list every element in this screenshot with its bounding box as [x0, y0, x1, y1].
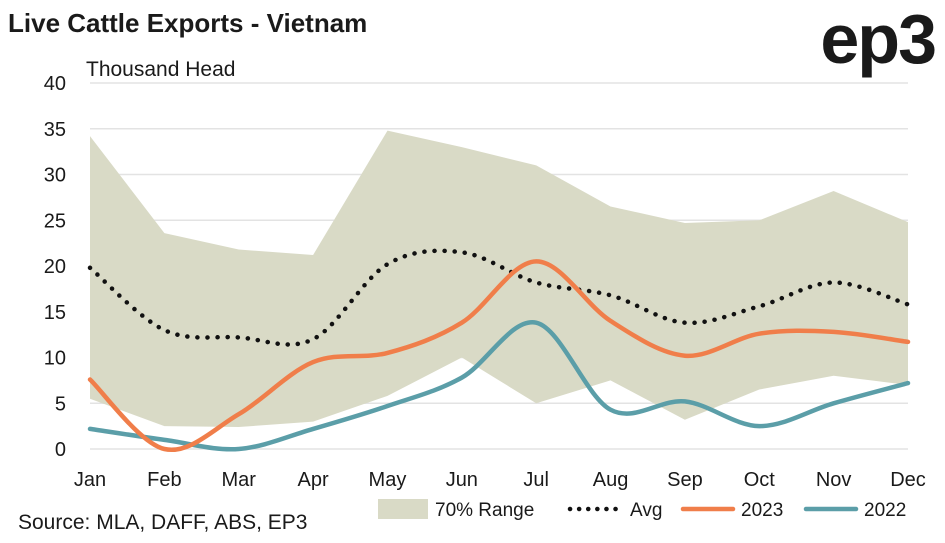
avg-line — [87, 248, 911, 347]
x-tick-label: Feb — [147, 469, 181, 491]
x-tick-label: Mar — [222, 469, 257, 491]
source-note: Source: MLA, DAFF, ABS, EP3 — [18, 511, 308, 534]
legend-2023-label: 2023 — [741, 500, 783, 521]
series-layer — [87, 248, 911, 453]
y-tick-label: 0 — [55, 439, 66, 461]
legend-range-swatch — [378, 499, 428, 519]
y-axis-label: Thousand Head — [86, 58, 235, 81]
x-tick-label: Dec — [890, 469, 926, 491]
y-axis-ticks: 0 5 10 15 20 25 30 35 40 — [44, 73, 66, 461]
x-tick-label: May — [369, 469, 407, 491]
chart-title: Live Cattle Exports - Vietnam — [8, 8, 368, 38]
x-tick-label: Apr — [298, 469, 329, 491]
x-tick-label: Aug — [593, 469, 629, 491]
x-tick-label: Jan — [74, 469, 106, 491]
x-tick-label: Nov — [816, 469, 852, 491]
x-axis-ticks: Jan Feb Mar Apr May Jun Jul Aug Sep Oct Nov Dec — [74, 469, 926, 491]
y-tick-label: 30 — [44, 165, 66, 187]
y-tick-label: 20 — [44, 256, 66, 278]
x-tick-label: Sep — [667, 469, 703, 491]
legend-range-label: 70% Range — [435, 500, 534, 521]
legend: 70% Range Avg 2023 2022 — [378, 499, 906, 521]
y-tick-label: 25 — [44, 210, 66, 232]
y-tick-label: 10 — [44, 348, 66, 370]
y-tick-label: 5 — [55, 393, 66, 415]
y-tick-label: 35 — [44, 119, 66, 141]
x-tick-label: Oct — [744, 469, 776, 491]
ep3-logo: ep3 — [820, 0, 937, 78]
legend-2022-label: 2022 — [864, 500, 906, 521]
series-2023-line — [87, 259, 911, 453]
y-tick-label: 15 — [44, 302, 66, 324]
y-tick-label: 40 — [44, 73, 66, 95]
series-2022-line — [87, 320, 911, 452]
legend-avg-label: Avg — [630, 500, 662, 521]
x-tick-label: Jun — [446, 469, 478, 491]
x-tick-label: Jul — [523, 469, 549, 491]
